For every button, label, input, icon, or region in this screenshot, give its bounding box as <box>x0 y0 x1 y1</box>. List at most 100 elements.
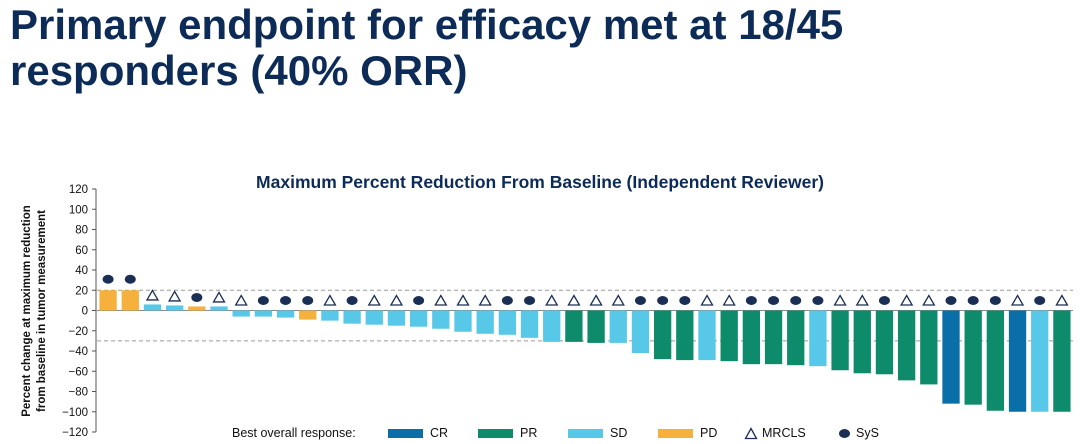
chart-title: Maximum Percent Reduction From Baseline … <box>256 172 824 192</box>
marker-sys <box>967 296 979 305</box>
legend-title: Best overall response: <box>232 426 356 440</box>
bar-pr <box>831 310 849 371</box>
slide-title: Primary endpoint for efficacy met at 18/… <box>10 2 1070 94</box>
marker-mrcls <box>456 294 470 306</box>
legend-label-pr: PR <box>520 426 538 440</box>
y-tick-label: 120 <box>69 184 88 196</box>
bar-sd <box>321 310 339 321</box>
y-tick-label: −20 <box>68 326 88 338</box>
y-tick-label: 80 <box>75 225 88 237</box>
marker-sys <box>1034 296 1046 305</box>
bar-pr <box>853 310 871 374</box>
bar-pr <box>1053 310 1071 412</box>
y-tick-label: −40 <box>68 346 88 358</box>
bar-cr <box>942 310 960 404</box>
bar-pd <box>99 290 117 311</box>
marker-mrcls <box>478 294 492 306</box>
marker-mrcls <box>700 294 714 306</box>
bar-pr <box>742 310 761 365</box>
y-tick-label: 20 <box>75 285 88 297</box>
bar-pr <box>653 310 672 360</box>
marker-mrcls <box>567 294 581 306</box>
marker-sys <box>768 296 780 305</box>
bar-pr <box>764 310 783 365</box>
marker-sys <box>413 296 425 305</box>
bar-pr <box>676 310 694 361</box>
y-tick-label: 40 <box>75 265 88 277</box>
marker-mrcls <box>922 294 936 306</box>
bar-pr <box>897 310 916 381</box>
y-tick-label: −60 <box>68 366 88 378</box>
bar-pd <box>188 306 206 311</box>
bar-sd <box>520 310 539 338</box>
bar-sd <box>476 310 494 334</box>
legend-label-pd: PD <box>700 426 718 440</box>
bar-pr <box>986 310 1005 411</box>
slide-title-line-1: Primary endpoint for efficacy met at 18/… <box>10 1 844 48</box>
marker-mrcls <box>611 294 625 306</box>
marker-sys <box>745 296 757 305</box>
legend-swatch-sd <box>568 429 603 438</box>
y-axis-label: Percent change at maximum reduction from… <box>21 205 48 417</box>
marker-mrcls <box>434 294 448 306</box>
marker-sys <box>634 296 646 305</box>
bar-sd <box>143 304 162 311</box>
bar-sd <box>409 310 428 327</box>
marker-sys <box>989 296 1001 305</box>
bar-sd <box>365 310 383 325</box>
bar-sd <box>232 310 250 317</box>
marker-sys <box>679 296 691 305</box>
legend-dot-icon <box>839 429 850 438</box>
bar-sd <box>276 310 295 318</box>
bar-sd <box>609 310 627 343</box>
marker-mrcls <box>234 294 248 306</box>
marker-sys <box>524 296 536 305</box>
marker-mrcls <box>1055 294 1069 306</box>
bar-sd <box>809 310 827 367</box>
bar-pr <box>787 310 805 366</box>
bar-sd <box>1031 310 1049 412</box>
bar-sd <box>343 310 361 324</box>
y-tick-label: −80 <box>68 387 88 399</box>
bar-sd <box>454 310 472 332</box>
bar-sd <box>387 310 406 326</box>
y-tick-label: 100 <box>69 204 88 216</box>
marker-sys <box>124 274 136 284</box>
bar-sd <box>254 310 273 317</box>
marker-sys <box>501 296 513 305</box>
bar-pr <box>875 310 894 375</box>
bar-pr <box>565 310 583 342</box>
marker-sys <box>790 296 802 305</box>
bar-sd <box>543 310 561 342</box>
marker-sys <box>191 292 203 302</box>
legend-label-sd: SD <box>610 426 628 440</box>
bar-pd <box>299 310 317 320</box>
marker-mrcls <box>168 290 182 302</box>
y-tick-label: −100 <box>62 407 88 419</box>
marker-mrcls <box>722 294 736 306</box>
marker-sys <box>657 296 669 305</box>
marker-sys <box>878 296 890 305</box>
legend-label-mrcls: MRCLS <box>762 426 806 440</box>
y-axis-label-line-1: Percent change at maximum reduction <box>21 205 33 417</box>
marker-sys <box>302 296 314 305</box>
marker-mrcls <box>389 294 404 306</box>
legend-swatch-pr <box>478 429 513 438</box>
bar-sd <box>165 305 184 311</box>
marker-mrcls <box>900 294 914 306</box>
marker-mrcls <box>855 294 869 306</box>
y-axis-label-line-2: from baseline in tumor measurement <box>36 210 48 412</box>
bar-pd <box>121 290 139 311</box>
y-tick-label: 0 <box>82 306 88 318</box>
marker-sys <box>280 296 292 305</box>
bar-sd <box>698 310 716 361</box>
bar-sd <box>498 310 517 335</box>
marker-mrcls <box>545 294 559 306</box>
marker-mrcls <box>323 294 337 306</box>
bar-pr <box>964 310 982 405</box>
bar-cr <box>1008 310 1027 412</box>
legend-swatch-cr <box>388 429 423 438</box>
marker-mrcls <box>589 294 603 306</box>
bar-pr <box>920 310 938 385</box>
legend-triangle-icon <box>744 427 758 440</box>
